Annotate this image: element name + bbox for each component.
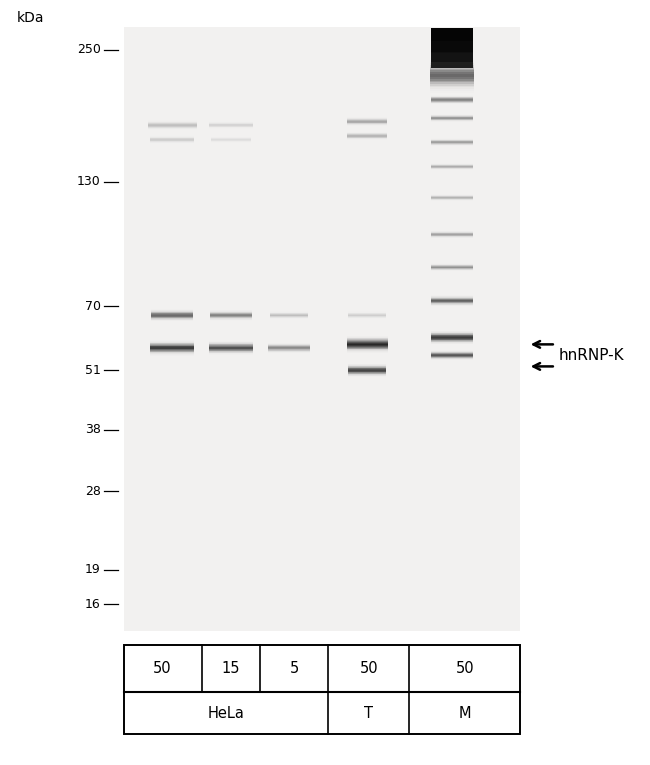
Bar [124, 27, 520, 631]
Bar [347, 352, 387, 353]
Bar [150, 341, 194, 342]
Text: hnRNP-K: hnRNP-K [559, 348, 625, 363]
Bar [150, 346, 194, 347]
Text: 15: 15 [222, 661, 240, 676]
Bar [150, 344, 194, 345]
Bar [347, 351, 387, 352]
Text: 70: 70 [84, 300, 101, 313]
Text: T: T [365, 706, 373, 721]
Bar [430, 91, 474, 93]
Text: M: M [458, 706, 471, 721]
Bar [347, 336, 387, 337]
Bar [430, 86, 474, 87]
Bar [347, 345, 387, 346]
Text: 38: 38 [85, 423, 101, 436]
Bar [430, 72, 474, 73]
Bar [430, 65, 474, 67]
Bar [347, 341, 387, 342]
Bar [124, 27, 520, 631]
Text: 5: 5 [289, 661, 299, 676]
Bar [150, 354, 194, 355]
Bar [150, 352, 194, 353]
Bar [430, 77, 474, 79]
Bar [347, 342, 387, 343]
Bar [150, 349, 194, 350]
Bar [124, 645, 520, 734]
Text: 28: 28 [85, 485, 101, 498]
Text: 130: 130 [77, 175, 101, 188]
Bar [430, 76, 474, 77]
Bar [347, 346, 387, 347]
Bar [430, 79, 474, 80]
Bar [347, 347, 387, 348]
Bar [430, 60, 474, 62]
Text: HeLa: HeLa [207, 706, 244, 721]
Bar [347, 344, 387, 345]
Bar [430, 70, 474, 72]
Bar [430, 83, 474, 84]
Bar [430, 84, 474, 86]
Bar [150, 345, 194, 346]
Bar [430, 90, 474, 91]
Bar [150, 353, 194, 354]
Bar [347, 337, 387, 338]
Bar [347, 343, 387, 344]
Bar [347, 348, 387, 349]
Bar [150, 347, 194, 348]
Bar [430, 69, 474, 70]
Text: 50: 50 [153, 661, 172, 676]
Bar [150, 351, 194, 352]
Text: 50: 50 [359, 661, 378, 676]
Text: 51: 51 [85, 364, 101, 377]
Bar [430, 58, 474, 60]
Bar [431, 41, 473, 62]
Bar [347, 350, 387, 351]
Text: 50: 50 [456, 661, 474, 676]
Text: kDa: kDa [16, 11, 44, 25]
Bar [150, 348, 194, 349]
Bar [150, 355, 194, 356]
Bar [430, 80, 474, 83]
Bar [347, 349, 387, 350]
Bar [347, 340, 387, 341]
Text: 250: 250 [77, 43, 101, 56]
Bar [430, 62, 474, 63]
Bar [430, 73, 474, 76]
Bar [150, 342, 194, 343]
Text: 16: 16 [85, 597, 101, 610]
Bar [431, 28, 473, 53]
Bar [431, 53, 473, 68]
Bar [150, 350, 194, 351]
Bar [430, 67, 474, 69]
Bar [430, 63, 474, 65]
Text: 19: 19 [85, 563, 101, 576]
Bar [430, 87, 474, 90]
Bar [347, 338, 387, 340]
